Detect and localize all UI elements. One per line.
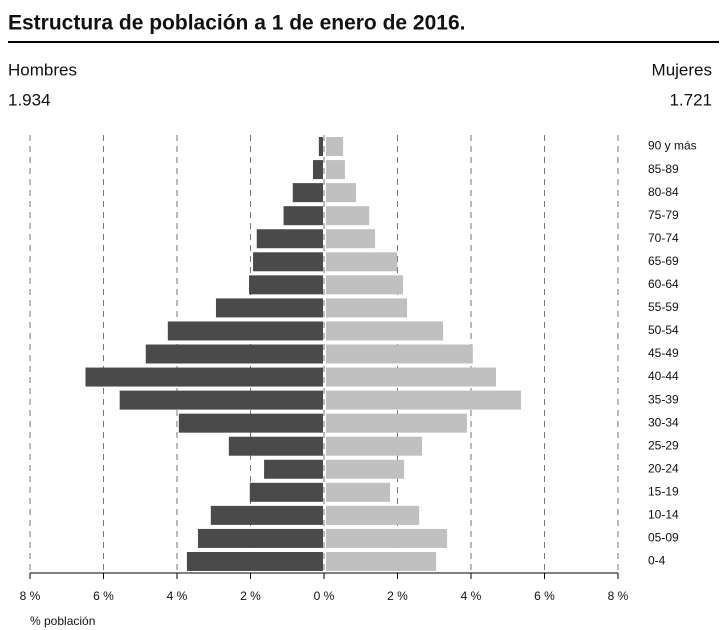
bar — [264, 459, 323, 479]
bar — [326, 367, 496, 387]
age-label: 60-64 — [648, 277, 679, 291]
age-label: 30-34 — [648, 415, 679, 429]
bar — [326, 505, 420, 525]
x-tick-label: 4 % — [461, 589, 482, 603]
age-label: 55-59 — [648, 300, 679, 314]
bar — [326, 390, 521, 410]
age-label: 85-89 — [648, 162, 679, 176]
age-label: 25-29 — [648, 438, 679, 452]
x-tick-label: 8 % — [20, 589, 41, 603]
bar — [326, 436, 423, 456]
age-label: 65-69 — [648, 254, 679, 268]
bar — [210, 505, 323, 525]
bar — [186, 551, 323, 571]
x-tick-label: 2 % — [387, 589, 408, 603]
bar — [326, 413, 467, 433]
bar — [215, 298, 323, 318]
bar — [167, 321, 323, 341]
age-label: 0-4 — [648, 554, 666, 568]
bar — [326, 160, 345, 180]
age-label: 05-09 — [648, 531, 679, 545]
age-label: 75-79 — [648, 208, 679, 222]
age-label: 15-19 — [648, 484, 679, 498]
x-tick-label: 4 % — [167, 589, 188, 603]
bar — [178, 413, 323, 433]
bar — [326, 321, 444, 341]
bar — [326, 275, 404, 295]
bar — [326, 528, 448, 548]
bar — [326, 344, 473, 364]
bar — [318, 137, 323, 157]
age-label: 45-49 — [648, 346, 679, 360]
age-label: 35-39 — [648, 392, 679, 406]
age-label: 70-74 — [648, 231, 679, 245]
left-total: 1.934 — [8, 90, 51, 109]
bar — [85, 367, 324, 387]
x-tick-label: 0 % — [314, 589, 335, 603]
bar — [326, 252, 398, 272]
age-label: 10-14 — [648, 508, 679, 522]
bar — [326, 298, 408, 318]
bar — [283, 206, 323, 226]
age-label: 50-54 — [648, 323, 679, 337]
bar — [249, 275, 323, 295]
left-series-name: Hombres — [8, 60, 77, 79]
x-tick-label: 8 % — [608, 589, 629, 603]
bar — [145, 344, 323, 364]
bar — [326, 229, 376, 249]
bar — [228, 436, 323, 456]
bar — [292, 183, 323, 203]
bar — [249, 482, 323, 502]
x-axis-label: % población — [30, 614, 95, 628]
bar — [326, 183, 356, 203]
bar — [312, 160, 323, 180]
age-label: 40-44 — [648, 369, 679, 383]
x-tick-label: 6 % — [93, 589, 114, 603]
bar — [197, 528, 323, 548]
age-label: 20-24 — [648, 461, 679, 475]
bar — [326, 482, 391, 502]
bar — [326, 551, 437, 571]
age-label: 90 y más — [648, 139, 697, 153]
x-tick-label: 2 % — [240, 589, 261, 603]
age-label: 80-84 — [648, 185, 679, 199]
chart-title: Estructura de población a 1 de enero de … — [8, 12, 466, 35]
bar — [256, 229, 323, 249]
bar — [119, 390, 323, 410]
x-tick-label: 6 % — [534, 589, 555, 603]
right-series-name: Mujeres — [652, 60, 712, 79]
bar — [253, 252, 323, 272]
right-total: 1.721 — [669, 90, 712, 109]
bar — [326, 459, 405, 479]
bar — [326, 206, 370, 226]
bar — [326, 137, 344, 157]
